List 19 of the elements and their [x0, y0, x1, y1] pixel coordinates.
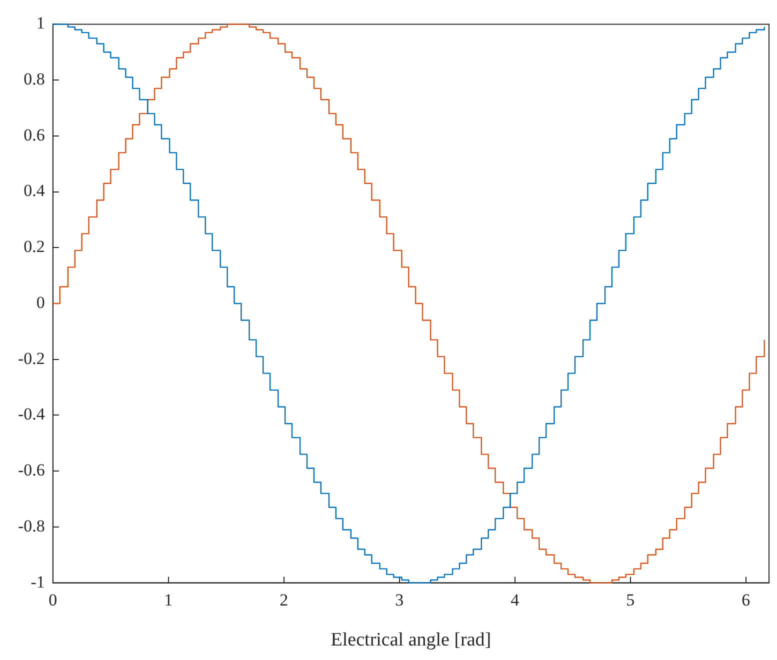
- y-tick-label: 0.8: [24, 70, 45, 89]
- y-tick-label: 0.2: [24, 237, 45, 256]
- x-tick-label: 0: [48, 590, 58, 610]
- y-tick-label: -0.2: [18, 348, 45, 368]
- x-tick-label: 2: [280, 590, 288, 610]
- y-tick-label: -0.6: [18, 460, 45, 480]
- x-tick-label: 3: [395, 590, 404, 610]
- y-tick-label: -1: [30, 572, 45, 592]
- x-tick-label: 4: [510, 590, 520, 610]
- x-tick-label: 5: [626, 590, 635, 610]
- x-tick-label: 1: [164, 590, 173, 610]
- y-tick-label: 0: [36, 292, 45, 312]
- x-axis-title: Electrical angle [rad]: [330, 630, 492, 651]
- y-tick-label: 1: [36, 14, 45, 33]
- y-tick-label: -0.8: [18, 516, 45, 536]
- y-tick-label: 0.4: [24, 181, 46, 200]
- y-tick-label: -0.4: [18, 404, 46, 424]
- y-tick-label: 0.6: [24, 125, 45, 144]
- x-tick-label: 6: [742, 590, 750, 610]
